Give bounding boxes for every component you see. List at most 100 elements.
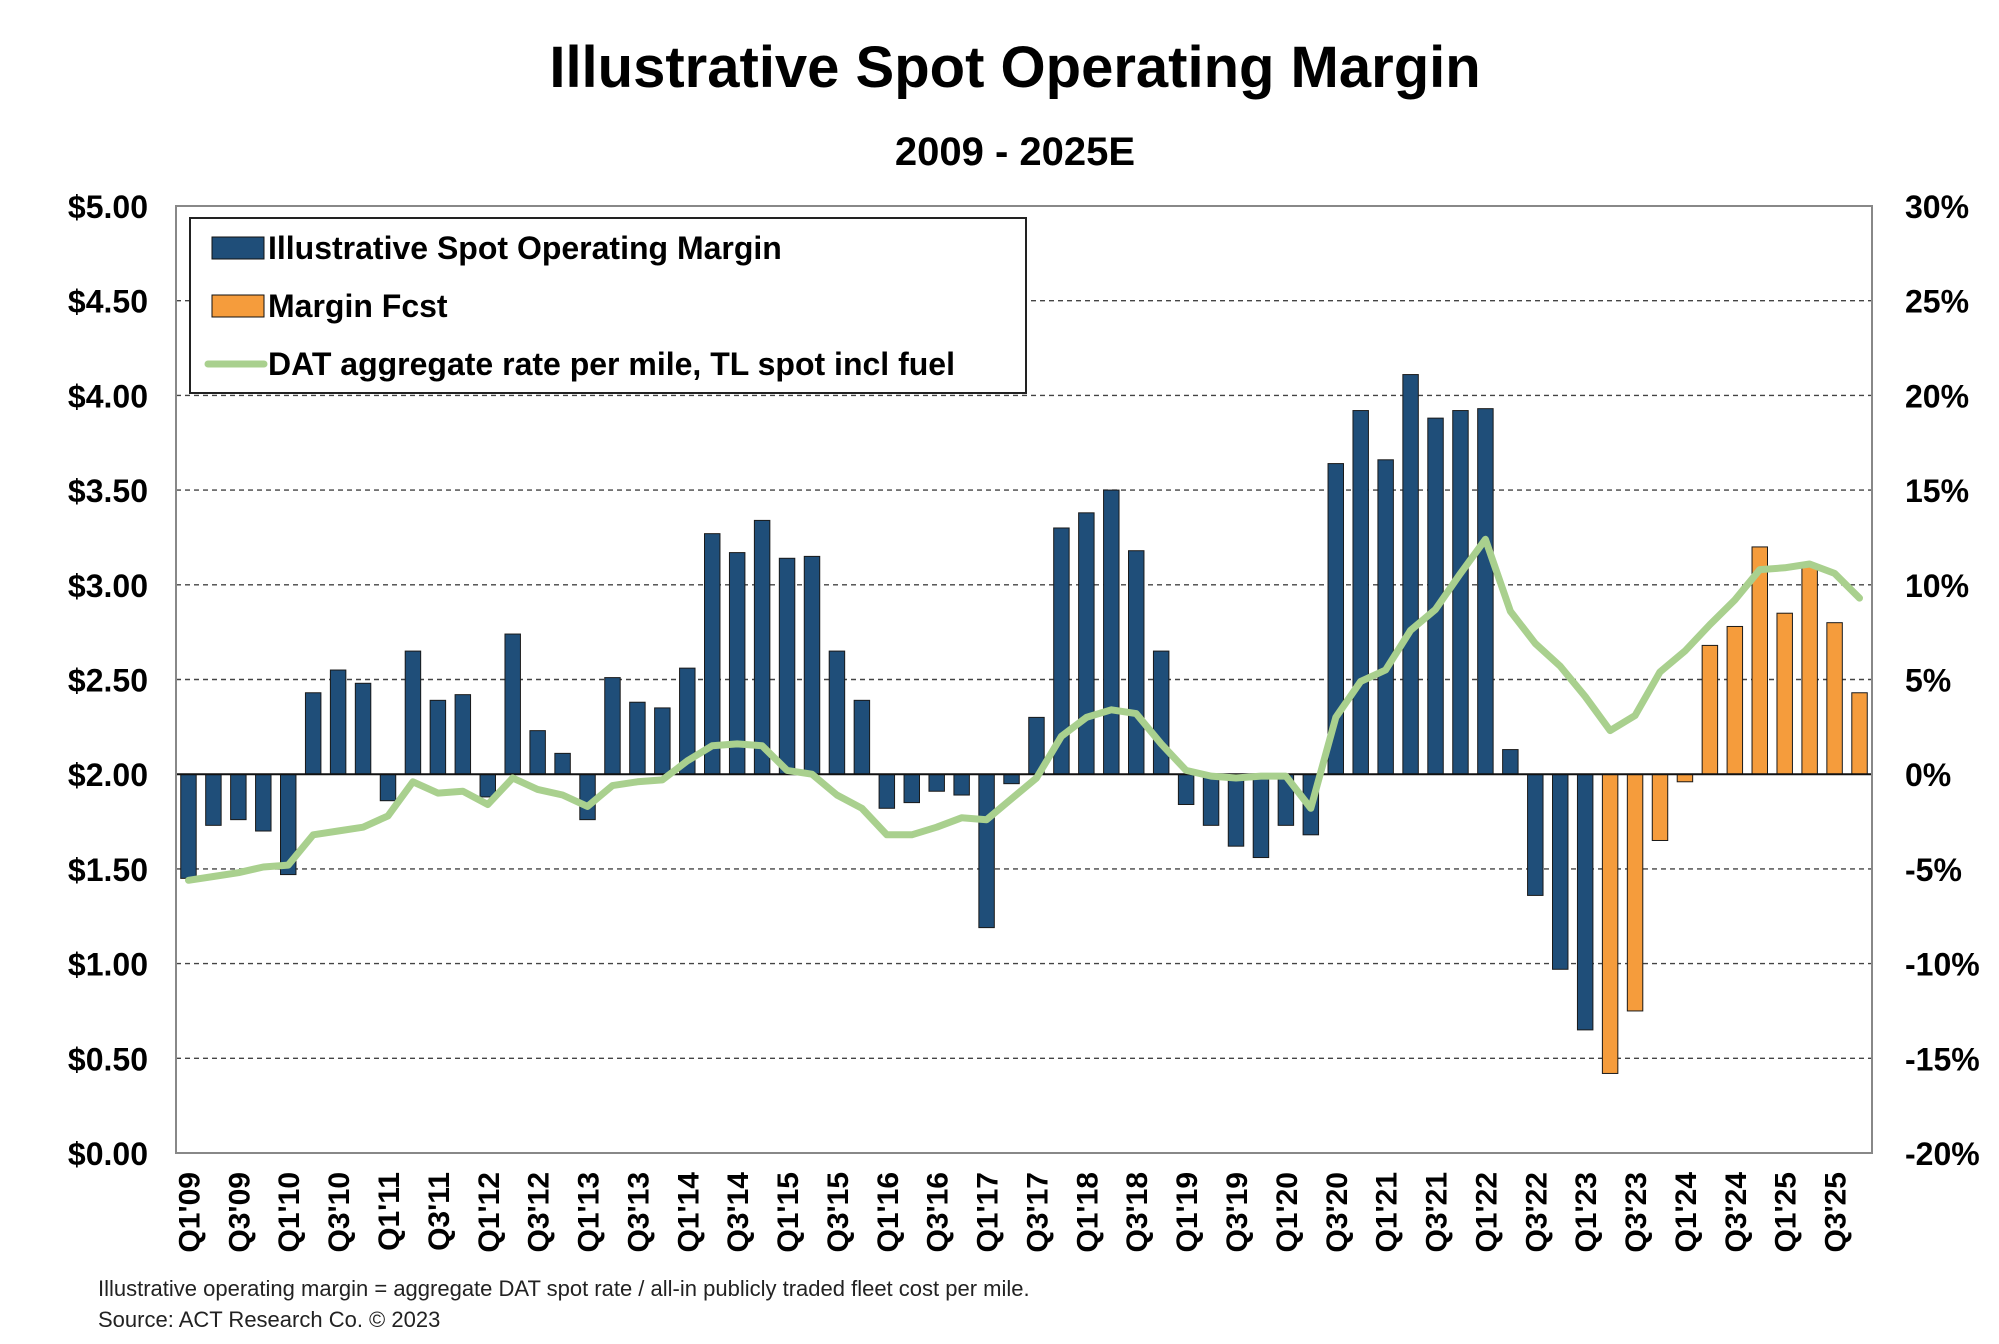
y-left-tick-label: $0.00 <box>68 1136 148 1172</box>
x-tick-label: Q1'15 <box>772 1172 805 1253</box>
bar <box>803 555 821 775</box>
plot-frame <box>175 205 1873 1154</box>
bar <box>1726 625 1744 775</box>
legend: Illustrative Spot Operating Margin Margin… <box>189 217 1027 394</box>
y-left-tick-label: $3.50 <box>68 473 148 509</box>
y-right-tick-label: 5% <box>1905 663 1951 699</box>
series-line-dat-rate <box>185 535 1863 884</box>
x-tick-label: Q3'18 <box>1121 1172 1154 1253</box>
bar <box>180 773 197 879</box>
x-tick-label: Q3'22 <box>1520 1172 1553 1253</box>
x-tick-label: Q3'24 <box>1720 1172 1753 1253</box>
bar <box>1826 622 1843 775</box>
legend-label: Illustrative Spot Operating Margin <box>268 230 782 266</box>
y-left-tick-label: $1.50 <box>68 852 148 888</box>
x-tick-label: Q3'09 <box>223 1172 256 1253</box>
bar <box>928 773 945 792</box>
x-tick-label: Q1'10 <box>273 1172 306 1253</box>
y-left-tick-label: $2.50 <box>68 663 148 699</box>
bar <box>479 773 496 798</box>
x-tick-label: Q3'13 <box>622 1172 655 1253</box>
bar <box>354 682 372 775</box>
y-right-tick-label: -20% <box>1905 1136 1980 1172</box>
bar <box>1601 773 1619 1074</box>
bar <box>1851 692 1868 775</box>
bar <box>853 699 871 775</box>
bar <box>1527 773 1544 896</box>
y-left-tick-label: $1.00 <box>68 947 148 983</box>
x-tick-label: Q3'11 <box>423 1172 456 1251</box>
bar <box>1352 410 1369 775</box>
x-tick-label: Q3'21 <box>1421 1172 1454 1253</box>
bar <box>454 694 472 775</box>
bar <box>1552 773 1569 970</box>
x-tick-label: Q1'12 <box>473 1172 506 1253</box>
bar <box>753 519 771 775</box>
x-tick-label: Q3'15 <box>822 1172 855 1253</box>
bar <box>579 773 596 821</box>
x-tick-label: Q3'20 <box>1321 1172 1354 1253</box>
legend-swatch <box>211 294 265 318</box>
bar <box>1078 512 1095 775</box>
bar <box>1103 489 1120 775</box>
bar <box>1003 773 1020 785</box>
bar <box>1202 773 1220 826</box>
legend-swatch <box>211 236 265 260</box>
x-tick-label: Q1'19 <box>1171 1172 1204 1253</box>
legend-label: DAT aggregate rate per mile, TL spot inc… <box>268 346 955 382</box>
y-right-tick-label: 10% <box>1905 568 1969 604</box>
bar <box>504 633 521 775</box>
bar <box>1651 773 1669 841</box>
x-tick-label: Q1'09 <box>174 1172 207 1253</box>
y-right-tick-label: 30% <box>1905 189 1969 225</box>
bar <box>554 752 571 775</box>
x-tick-label: Q1'14 <box>672 1172 705 1253</box>
bar <box>1576 773 1594 1031</box>
y-right-tick-label: 15% <box>1905 473 1969 509</box>
y-right-tick-label: -10% <box>1905 947 1980 983</box>
bar <box>1626 773 1644 1012</box>
y-left-tick-label: $3.00 <box>68 568 148 604</box>
chart-subtitle: 2009 - 2025E <box>894 130 1136 174</box>
x-tick-label: Q3'23 <box>1620 1172 1653 1253</box>
chart-title: Illustrative Spot Operating Margin <box>549 35 1481 100</box>
bar <box>878 773 896 809</box>
bar <box>1452 410 1469 775</box>
bar <box>978 773 995 929</box>
bar <box>1252 773 1270 859</box>
x-tick-label: Q1'22 <box>1470 1172 1503 1253</box>
y-right-tick-label: 25% <box>1905 284 1969 320</box>
x-tick-label: Q3'12 <box>523 1172 556 1253</box>
bar <box>329 669 347 775</box>
bar <box>205 773 222 826</box>
bar <box>255 773 272 832</box>
y-left-tick-label: $5.00 <box>68 189 148 225</box>
x-tick-label: Q1'20 <box>1271 1172 1304 1253</box>
bar <box>1227 773 1245 847</box>
bar <box>1377 459 1394 775</box>
footnote-source: Source: ACT Research Co. © 2023 <box>98 1307 441 1332</box>
footnote-definition: Illustrative operating margin = aggregat… <box>98 1276 1030 1301</box>
bar <box>604 677 621 775</box>
x-tick-label: Q3'10 <box>323 1172 356 1253</box>
bar <box>903 773 920 804</box>
legend-label: Margin Fcst <box>268 288 448 324</box>
y-right-tick-label: -5% <box>1905 852 1962 888</box>
y-right-tick-label: 0% <box>1905 757 1951 793</box>
bar <box>1152 650 1170 775</box>
y-left-tick-label: $4.50 <box>68 284 148 320</box>
bar <box>704 533 721 775</box>
bar <box>429 699 447 775</box>
y-left-tick-label: $4.00 <box>68 378 148 414</box>
bar <box>1502 749 1519 775</box>
x-tick-label: Q1'11 <box>373 1172 406 1251</box>
x-tick-label: Q1'16 <box>872 1172 905 1253</box>
y-left-tick-label: $0.50 <box>68 1041 148 1077</box>
x-tick-label: Q1'23 <box>1570 1172 1603 1253</box>
x-tick-label: Q3'16 <box>922 1172 955 1253</box>
bar <box>304 692 322 775</box>
bar <box>1701 644 1719 775</box>
x-tick-label: Q1'18 <box>1071 1172 1104 1253</box>
x-tick-label: Q1'21 <box>1371 1172 1404 1253</box>
